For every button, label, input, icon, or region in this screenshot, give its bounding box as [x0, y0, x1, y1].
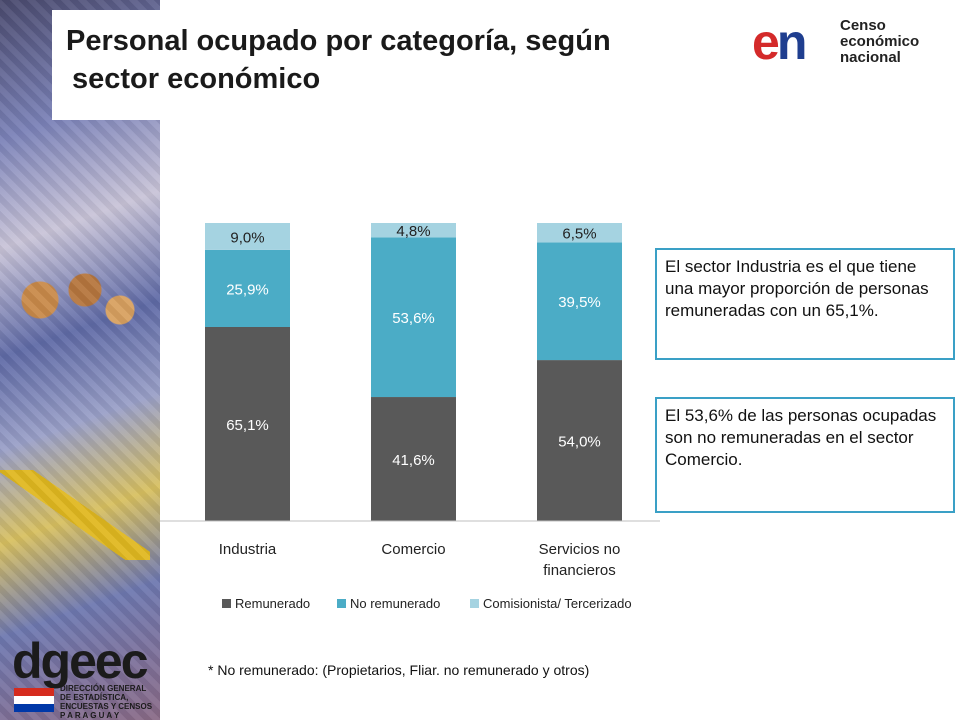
data-label-remunerado-industria: 65,1% — [226, 417, 269, 434]
censo-economico-logo: en Censo económico nacional — [752, 14, 952, 74]
logo-mark: en — [752, 14, 807, 70]
data-label-comisionista-tercerizado-industria: 9,0% — [230, 229, 264, 246]
bar-no-remunerado-comercio — [371, 237, 456, 398]
callout-industria: El sector Industria es el que tiene una … — [655, 248, 955, 360]
dgeec-logo: dgeec DIRECCIÓN GENERAL DE ESTADÍSTICA, … — [8, 634, 158, 720]
data-label-comisionista-tercerizado-servicios-no-financieros: 6,5% — [562, 226, 596, 243]
dgeec-wordmark: dgeec — [12, 633, 149, 689]
data-label-no-remunerado-comercio: 53,6% — [392, 310, 435, 327]
legend-swatch-remunerado — [222, 599, 231, 608]
legend-label-remunerado: Remunerado — [235, 596, 310, 611]
data-label-no-remunerado-servicios-no-financieros: 39,5% — [558, 294, 601, 311]
crane-image — [0, 470, 150, 560]
data-label-remunerado-comercio: 41,6% — [392, 452, 435, 469]
category-label-servicios-no-financieros-line-1: Servicios no — [539, 541, 621, 558]
legend-label-no-remunerado: No remunerado — [350, 596, 440, 611]
category-label-industria: Industria — [219, 541, 277, 558]
callout-comercio: El 53,6% de las personas ocupadas son no… — [655, 397, 955, 513]
page-title: Personal ocupado por categoría, según se… — [66, 22, 611, 98]
bar-remunerado-servicios-no-financieros — [537, 360, 622, 521]
data-label-no-remunerado-industria: 25,9% — [226, 281, 269, 298]
category-label-servicios-no-financieros-line-2: financieros — [543, 562, 616, 579]
page-title-line-1: Personal ocupado por categoría, según — [66, 25, 611, 57]
legend-label-comisionista-tercerizado: Comisionista/ Tercerizado — [483, 596, 632, 611]
bar-no-remunerado-industria — [205, 249, 290, 328]
category-label-comercio: Comercio — [381, 541, 445, 558]
bar-comisionista-tercerizado-comercio — [371, 223, 456, 238]
data-label-remunerado-servicios-no-financieros: 54,0% — [558, 434, 601, 451]
data-label-comisionista-tercerizado-comercio: 4,8% — [396, 223, 430, 240]
bar-remunerado-industria — [205, 327, 290, 521]
page-title-line-2: sector económico — [72, 63, 321, 95]
footnote: * No remunerado: (Propietarios, Fliar. n… — [208, 662, 590, 678]
bar-remunerado-comercio — [371, 397, 456, 521]
legend-swatch-comisionista-tercerizado — [470, 599, 479, 608]
stacked-bar-chart: 65,1% 25,9% 9,0% Industria 41,6% 53,6% 4,8% Com… — [160, 223, 660, 611]
bar-comisionista-tercerizado-servicios-no-financieros — [537, 223, 622, 243]
paraguay-flag-icon — [14, 688, 54, 712]
bar-comisionista-tercerizado-industria — [205, 223, 290, 250]
logo-text: Censo económico nacional — [840, 17, 920, 66]
legend-swatch-no-remunerado — [337, 599, 346, 608]
title-panel: Personal ocupado por categoría, según se… — [52, 10, 667, 120]
bar-no-remunerado-servicios-no-financieros — [537, 242, 622, 361]
background-photo-collage — [0, 0, 160, 720]
dgeec-subtitle: DIRECCIÓN GENERAL DE ESTADÍSTICA, ENCUES… — [60, 684, 153, 720]
